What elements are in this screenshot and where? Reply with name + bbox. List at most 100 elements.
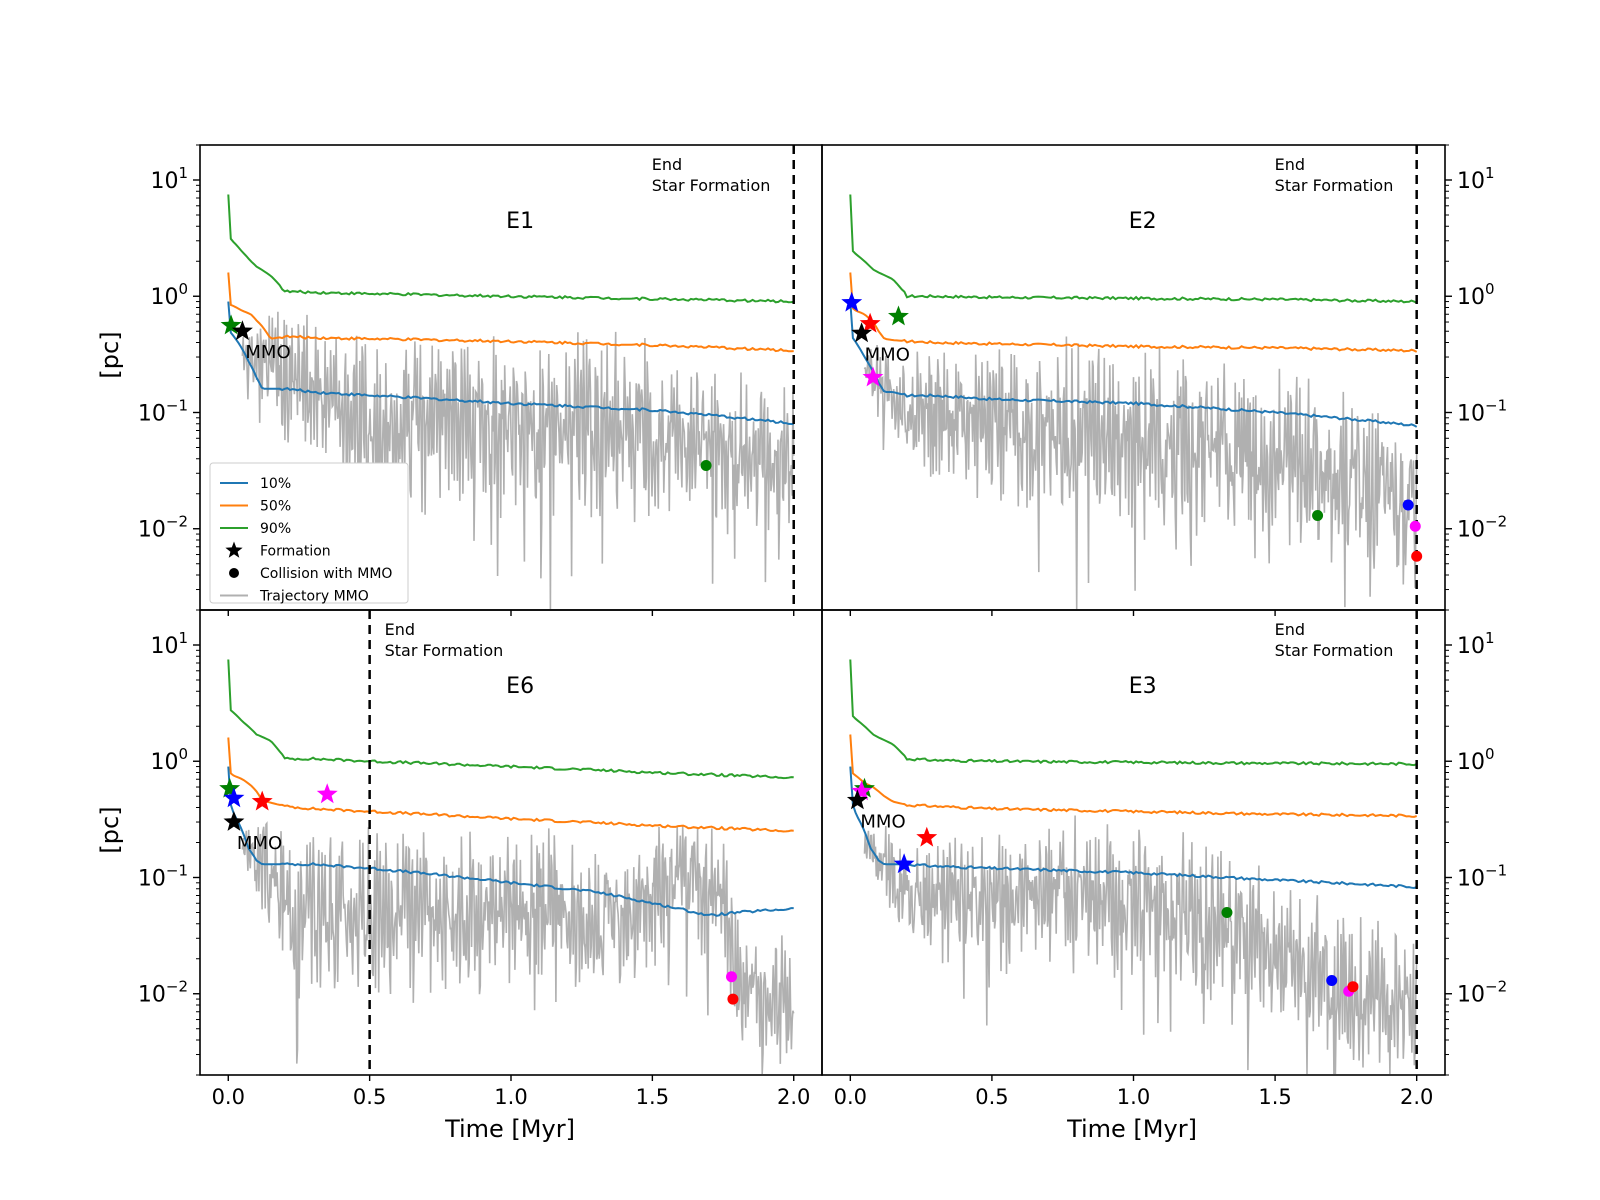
y-tick-label: 10−2 <box>1457 513 1507 543</box>
trajectory-mmo-line <box>863 336 1418 610</box>
plot-area <box>227 194 795 610</box>
end-label-line1: End <box>652 155 682 174</box>
panel-e3: End Star Formation E3 MMO 0.0 0.5 1.0 1.5 2.0 101… <box>821 609 1507 1109</box>
y-tick-label: 100 <box>150 745 188 775</box>
series-10pct-line <box>227 301 794 426</box>
collision-dot-red <box>727 993 739 1005</box>
series-50pct-line <box>227 272 794 353</box>
panel-title: E6 <box>506 674 534 699</box>
end-label-line2: Star Formation <box>385 641 504 660</box>
panel-e1: End Star Formation E1 MMO 101 100 10−1 10−2 10% 5… <box>138 144 823 616</box>
x-tick-label: 1.5 <box>636 1085 669 1109</box>
y-tick-label: 100 <box>1457 280 1495 310</box>
legend-label: Collision with MMO <box>260 566 392 582</box>
mmo-label: MMO <box>860 811 905 832</box>
formation-star-blue <box>893 853 915 874</box>
end-label-line2: Star Formation <box>1275 176 1394 195</box>
series-50pct-line <box>849 734 1418 818</box>
series-90pct-line <box>849 659 1418 767</box>
panel-e2: End Star Formation E2 MMO 101 100 10−1 10−2 <box>821 144 1507 616</box>
legend-label: 50% <box>260 499 291 515</box>
end-label-line1: End <box>1275 620 1305 639</box>
y-tick-label: 10−2 <box>138 513 188 543</box>
collision-dot-magenta <box>726 971 738 983</box>
formation-star-green <box>219 777 241 798</box>
series-90pct-line <box>227 659 794 780</box>
x-tick-label: 2.0 <box>1400 1085 1433 1109</box>
formation-star-black <box>846 789 868 810</box>
y-tick-label: 10−1 <box>138 861 188 891</box>
y-tick-label: 10−1 <box>138 396 188 426</box>
collision-dot-blue <box>1402 499 1414 511</box>
formation-star-green <box>220 314 242 335</box>
collision-dot-red <box>1347 981 1359 993</box>
end-label-line2: Star Formation <box>1275 641 1394 660</box>
x-tick-label: 2.0 <box>777 1085 810 1109</box>
collision-dot-green <box>700 459 712 471</box>
series-10pct-line <box>227 766 794 917</box>
y-tick-label: 10−2 <box>138 978 188 1008</box>
formation-star-red <box>916 826 938 847</box>
x-axis-label-left: Time [Myr] <box>444 1115 575 1143</box>
x-tick-label: 1.0 <box>494 1085 527 1109</box>
x-tick-label: 0.5 <box>353 1085 386 1109</box>
legend-dot-icon <box>229 568 239 578</box>
formation-star-green <box>888 305 909 326</box>
formation-star-magenta <box>851 780 873 801</box>
trajectory-mmo-line <box>241 311 795 610</box>
y-tick-label: 101 <box>1457 629 1495 659</box>
plot-area <box>849 194 1418 610</box>
y-tick-label: 101 <box>150 629 188 659</box>
x-tick-label: 0.5 <box>975 1085 1008 1109</box>
formation-star-magenta <box>862 366 884 387</box>
mmo-label: MMO <box>865 344 910 365</box>
mmo-label: MMO <box>237 833 282 854</box>
trajectory-mmo-line <box>863 815 1418 1075</box>
y-tick-label: 100 <box>150 280 188 310</box>
collision-dot-magenta <box>1409 520 1421 532</box>
formation-star-red <box>251 790 273 811</box>
y-axis-label-bottom: [pc] <box>96 806 124 853</box>
collision-dot-green <box>1221 906 1233 918</box>
mmo-label: MMO <box>245 342 290 363</box>
series-50pct-line <box>227 737 794 833</box>
legend-star-icon <box>225 541 243 558</box>
formation-star-blue <box>223 787 245 808</box>
series-90pct-line <box>227 194 794 304</box>
series-10pct-line <box>849 301 1418 428</box>
formation-star-black <box>231 320 253 341</box>
legend-label: Trajectory MMO <box>259 589 369 605</box>
formation-star-black <box>851 322 873 343</box>
formation-star-green <box>854 777 875 798</box>
x-tick-label: 1.5 <box>1258 1085 1291 1109</box>
collision-dot-green <box>1312 509 1324 521</box>
legend: 10% 50% 90% Formation Collision with MMO Traj… <box>209 462 409 605</box>
collision-dot-red <box>1411 550 1423 562</box>
series-50pct-line <box>849 272 1418 353</box>
trajectory-mmo-line <box>241 821 795 1075</box>
y-tick-label: 10−1 <box>1457 396 1507 426</box>
x-tick-label: 1.0 <box>1117 1085 1150 1109</box>
end-label-line2: Star Formation <box>652 176 771 195</box>
formation-star-blue <box>841 291 863 312</box>
y-tick-label: 100 <box>1457 745 1495 775</box>
end-label-line1: End <box>385 620 415 639</box>
y-tick-label: 101 <box>1457 164 1495 194</box>
y-axis-label-top: [pc] <box>96 331 124 378</box>
panel-title: E1 <box>506 209 534 234</box>
legend-box <box>209 462 409 604</box>
end-label-line1: End <box>1275 155 1305 174</box>
panel-title: E2 <box>1129 209 1157 234</box>
series-10pct-line <box>849 766 1418 890</box>
x-tick-label: 0.0 <box>834 1085 867 1109</box>
legend-label: 90% <box>260 521 291 537</box>
panel-title: E3 <box>1129 674 1157 699</box>
x-tick-label: 0.0 <box>212 1085 245 1109</box>
formation-star-black <box>223 811 245 831</box>
formation-star-red <box>859 312 881 333</box>
x-axis-label-right: Time [Myr] <box>1066 1115 1197 1143</box>
y-tick-label: 101 <box>150 164 188 194</box>
series-90pct-line <box>849 194 1418 304</box>
